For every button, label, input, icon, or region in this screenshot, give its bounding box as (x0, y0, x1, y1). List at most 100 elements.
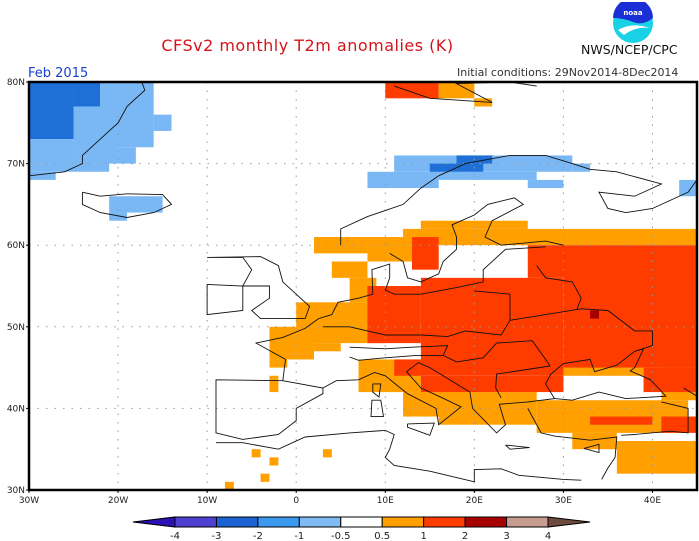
anomaly-cell-o (224, 481, 234, 490)
colorbar-min-arrow (132, 516, 176, 528)
coastline (322, 362, 462, 426)
anomaly-cell-o (269, 457, 279, 466)
anomaly-cell-r (661, 416, 697, 433)
lon-tick-label: 10E (377, 496, 394, 506)
coastline (407, 422, 435, 436)
noaa-logo-gull (618, 25, 650, 35)
anomaly-cell-o (269, 326, 315, 360)
lon-tick-label: 30E (555, 496, 572, 506)
anomaly-cell-b1 (572, 163, 591, 172)
coastline (340, 154, 697, 246)
anomaly-cell-b1 (438, 171, 537, 180)
anomaly-cell-r (420, 375, 564, 393)
lon-tick-label: 10W (197, 496, 217, 506)
initial-conditions: Initial conditions: 29Nov2014-8Dec2014 (457, 66, 679, 79)
coastline (207, 256, 311, 320)
anomaly-cell-r (394, 359, 421, 376)
anomaly-cell-o (438, 392, 537, 425)
colorbar-swatch (215, 516, 259, 528)
colorbar-label: -2 (253, 531, 263, 541)
lat-tick-label: 60N (7, 241, 25, 251)
forecast-period: Feb 2015 (28, 66, 89, 81)
anomaly-cell-b1 (118, 147, 136, 164)
anomaly-cell-o (314, 343, 341, 352)
colorbar-swatch (174, 516, 217, 528)
lat-tick-label: 40N (7, 404, 25, 414)
map-frame (27, 80, 699, 492)
lon-tick-label: 40E (644, 496, 661, 506)
anomaly-cell-o (599, 228, 697, 246)
anomaly-cell-b1 (367, 171, 439, 189)
anomaly-cell-b1 (679, 179, 697, 197)
anomaly-cell-o (322, 449, 332, 458)
coastline (443, 340, 551, 399)
colorbar-swatch (381, 516, 425, 528)
lat-tick-label: 70N (7, 160, 25, 170)
anomaly-cell-b1 (527, 179, 564, 189)
anomaly-cell-r (367, 286, 421, 344)
anomaly-cell-r (643, 367, 697, 393)
coastline (322, 290, 511, 338)
noaa-logo-text: noaa (623, 9, 643, 17)
colorbar-label: 0.5 (374, 531, 390, 541)
anomaly-cell-o (438, 82, 475, 99)
colorbar-label: 4 (545, 531, 551, 541)
chart-title-text: CFSv2 monthly T2m anomalies (K) (161, 36, 454, 55)
anomaly-cell-b1 (109, 82, 154, 148)
coastline (509, 308, 653, 352)
lat-tick-label: 50N (7, 323, 25, 333)
anomaly-cell-o (420, 220, 528, 229)
lon-tick-label: 30W (19, 496, 39, 506)
anomaly-cell-b1 (29, 139, 74, 172)
coastlines (29, 82, 697, 483)
colorbar-label: 3 (503, 531, 509, 541)
anomaly-cell-r (385, 82, 439, 99)
chart-title: CFSv2 monthly T2m anomalies (K) (0, 36, 699, 55)
anomaly-cell-r (411, 237, 439, 270)
anomaly-cell-b2 (29, 82, 74, 140)
colorbar-swatch (298, 516, 342, 528)
coastline (372, 383, 382, 398)
coastline (370, 399, 385, 418)
anomaly-cell-b1 (109, 196, 163, 213)
colorbar-swatch (506, 516, 549, 528)
colorbar-label: -3 (211, 531, 221, 541)
anomaly-cell-o (403, 228, 600, 246)
lon-tick-label: 20E (466, 496, 483, 506)
anomaly-cell-o (269, 359, 288, 368)
colorbar-swatch (257, 516, 300, 528)
colorbar-max-arrow (547, 516, 591, 528)
anomaly-cell-o (572, 432, 617, 450)
colorbar-label: -1 (294, 531, 304, 541)
anomaly-cell-r (527, 245, 697, 278)
anomaly-cell-r (563, 261, 697, 368)
colorbar-label: -0.5 (331, 531, 351, 541)
coastline (215, 379, 324, 440)
colorbar-swatch (340, 516, 383, 528)
noaa-logo: noaa (610, 0, 656, 44)
coastline (29, 82, 146, 177)
anomaly-cell-o (269, 375, 279, 393)
anomaly-cell-o (331, 261, 368, 278)
coastline (389, 197, 564, 283)
noaa-logo-top (613, 0, 653, 24)
colorbar-label: -4 (170, 531, 180, 541)
coastline (418, 348, 667, 434)
colorbar-label: 2 (462, 531, 468, 541)
anomaly-cell-o (474, 98, 493, 107)
colorbar-swatch (423, 516, 466, 528)
colorbar-label: 1 (420, 531, 426, 541)
anomaly-cell-o (260, 473, 270, 482)
lon-tick-label: 20W (108, 496, 128, 506)
coastline (621, 401, 689, 436)
anomaly-cell-b1 (29, 171, 56, 180)
lon-tick-label: 0 (293, 496, 299, 506)
lat-tick-label: 30N (7, 486, 25, 496)
coastline (527, 408, 618, 480)
colorbar: -4 -3 -2 -1 -0.5 0.5 1 2 3 4 (132, 516, 591, 541)
anomaly-cell-r (590, 416, 653, 425)
coastline (536, 265, 582, 310)
anomaly-cells (29, 82, 697, 490)
coastline (583, 443, 600, 454)
